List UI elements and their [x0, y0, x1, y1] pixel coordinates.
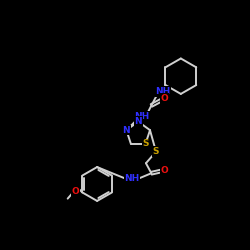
Text: NH: NH	[124, 174, 140, 183]
Text: NH: NH	[156, 87, 170, 96]
Text: N: N	[134, 117, 142, 126]
Text: O: O	[161, 166, 168, 175]
Text: S: S	[142, 140, 149, 148]
Text: NH: NH	[134, 112, 150, 121]
Text: O: O	[72, 187, 79, 196]
Text: N: N	[122, 126, 130, 135]
Text: S: S	[153, 147, 159, 156]
Text: O: O	[161, 94, 168, 103]
